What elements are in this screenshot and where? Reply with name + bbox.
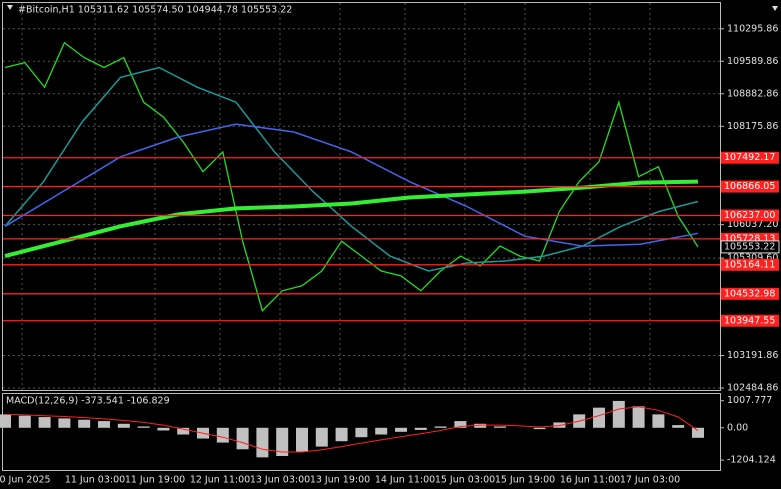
signal-line <box>4 406 699 453</box>
level-label: 104532.98 <box>724 288 775 299</box>
histogram-bar <box>315 427 328 447</box>
histogram-bar <box>652 414 665 428</box>
histogram-bar <box>335 427 348 442</box>
histogram-bar <box>177 427 190 435</box>
price-line <box>4 66 699 272</box>
price-label: 105553.22 <box>724 241 775 252</box>
price-tag <box>720 240 780 254</box>
x-tick-label: 13 Jun 19:00 <box>310 475 370 486</box>
y-tick-label: 0.00 <box>727 422 748 433</box>
x-tick-label: 16 Jun 11:00 <box>560 475 620 486</box>
histogram-bar <box>672 425 685 428</box>
histogram-bar <box>117 423 130 428</box>
x-tick-label: 15 Jun 19:00 <box>495 475 555 486</box>
y-tick-label: 109589.86 <box>727 56 778 67</box>
histogram-bar <box>494 426 506 428</box>
level-label: 106237.00 <box>724 210 775 221</box>
histogram-bar <box>632 406 645 428</box>
x-tick-label: 10 Jun 2025 <box>0 475 51 486</box>
level-label: 103947.55 <box>724 315 775 326</box>
histogram-bar <box>296 427 308 452</box>
scroll-arrow <box>772 6 778 11</box>
level-tag <box>721 258 779 271</box>
histogram-bar <box>38 417 51 428</box>
histogram-bar <box>474 423 487 428</box>
histogram-bar <box>375 427 388 435</box>
level-label: 107492.17 <box>724 152 775 163</box>
histogram-bar <box>256 427 269 458</box>
histogram-bar <box>216 427 229 443</box>
main-frame <box>2 2 721 391</box>
price-line <box>4 41 699 312</box>
histogram-bar <box>414 427 427 430</box>
y-tick-label: 105309.60 <box>727 253 778 264</box>
price-line <box>4 123 699 247</box>
histogram-bar <box>236 427 249 450</box>
histogram-bar <box>78 419 91 428</box>
x-tick-label: 11 Jun 03:00 <box>65 475 125 486</box>
level-label: 105728.13 <box>724 233 775 244</box>
x-tick-label: 12 Jun 11:00 <box>190 475 250 486</box>
y-tick-label: 108882.86 <box>727 88 778 99</box>
x-tick-label: 15 Jun 03:00 <box>435 475 495 486</box>
x-tick-label: 17 Jun 03:00 <box>620 475 680 486</box>
histogram-bar <box>533 427 546 430</box>
level-label: 106866.05 <box>724 181 775 192</box>
y-tick-label: 108175.86 <box>727 121 778 132</box>
y-tick-label: 1007.777 <box>727 395 772 406</box>
histogram-bar <box>0 414 11 428</box>
y-tick-label: 110295.86 <box>727 23 778 34</box>
x-tick-label: 14 Jun 11:00 <box>375 475 435 486</box>
level-tag <box>721 151 779 164</box>
histogram-bar <box>434 426 447 428</box>
macd-frame <box>2 393 721 471</box>
y-tick-label: 106037.20 <box>727 219 778 230</box>
level-label: 105164.11 <box>724 259 775 270</box>
level-tag <box>721 209 779 222</box>
histogram-bar <box>355 427 368 438</box>
x-tick-label: 11 Jun 19:00 <box>125 475 185 486</box>
histogram-bar <box>18 415 31 428</box>
histogram-bar <box>276 427 289 457</box>
histogram-bar <box>98 421 110 428</box>
y-tick-label: -1204.124 <box>727 455 776 466</box>
histogram-bar <box>612 400 625 428</box>
histogram-bar <box>454 421 467 428</box>
histogram-bar <box>395 427 407 432</box>
histogram-bar <box>137 426 150 428</box>
x-tick-label: 13 Jun 03:00 <box>250 475 310 486</box>
price-line <box>4 179 699 259</box>
histogram-bar <box>58 418 71 428</box>
level-tag <box>721 287 779 300</box>
macd-title: MACD(12,26,9) -373.541 -106.829 <box>6 396 170 407</box>
level-tag <box>721 314 779 327</box>
y-tick-label: 102484.86 <box>727 383 778 394</box>
menu-arrow <box>7 5 13 10</box>
histogram-bar <box>692 427 704 438</box>
histogram-bar <box>157 427 170 431</box>
histogram-bar <box>593 407 605 428</box>
y-tick-label: 103191.86 <box>727 350 778 361</box>
level-tag <box>721 180 779 193</box>
